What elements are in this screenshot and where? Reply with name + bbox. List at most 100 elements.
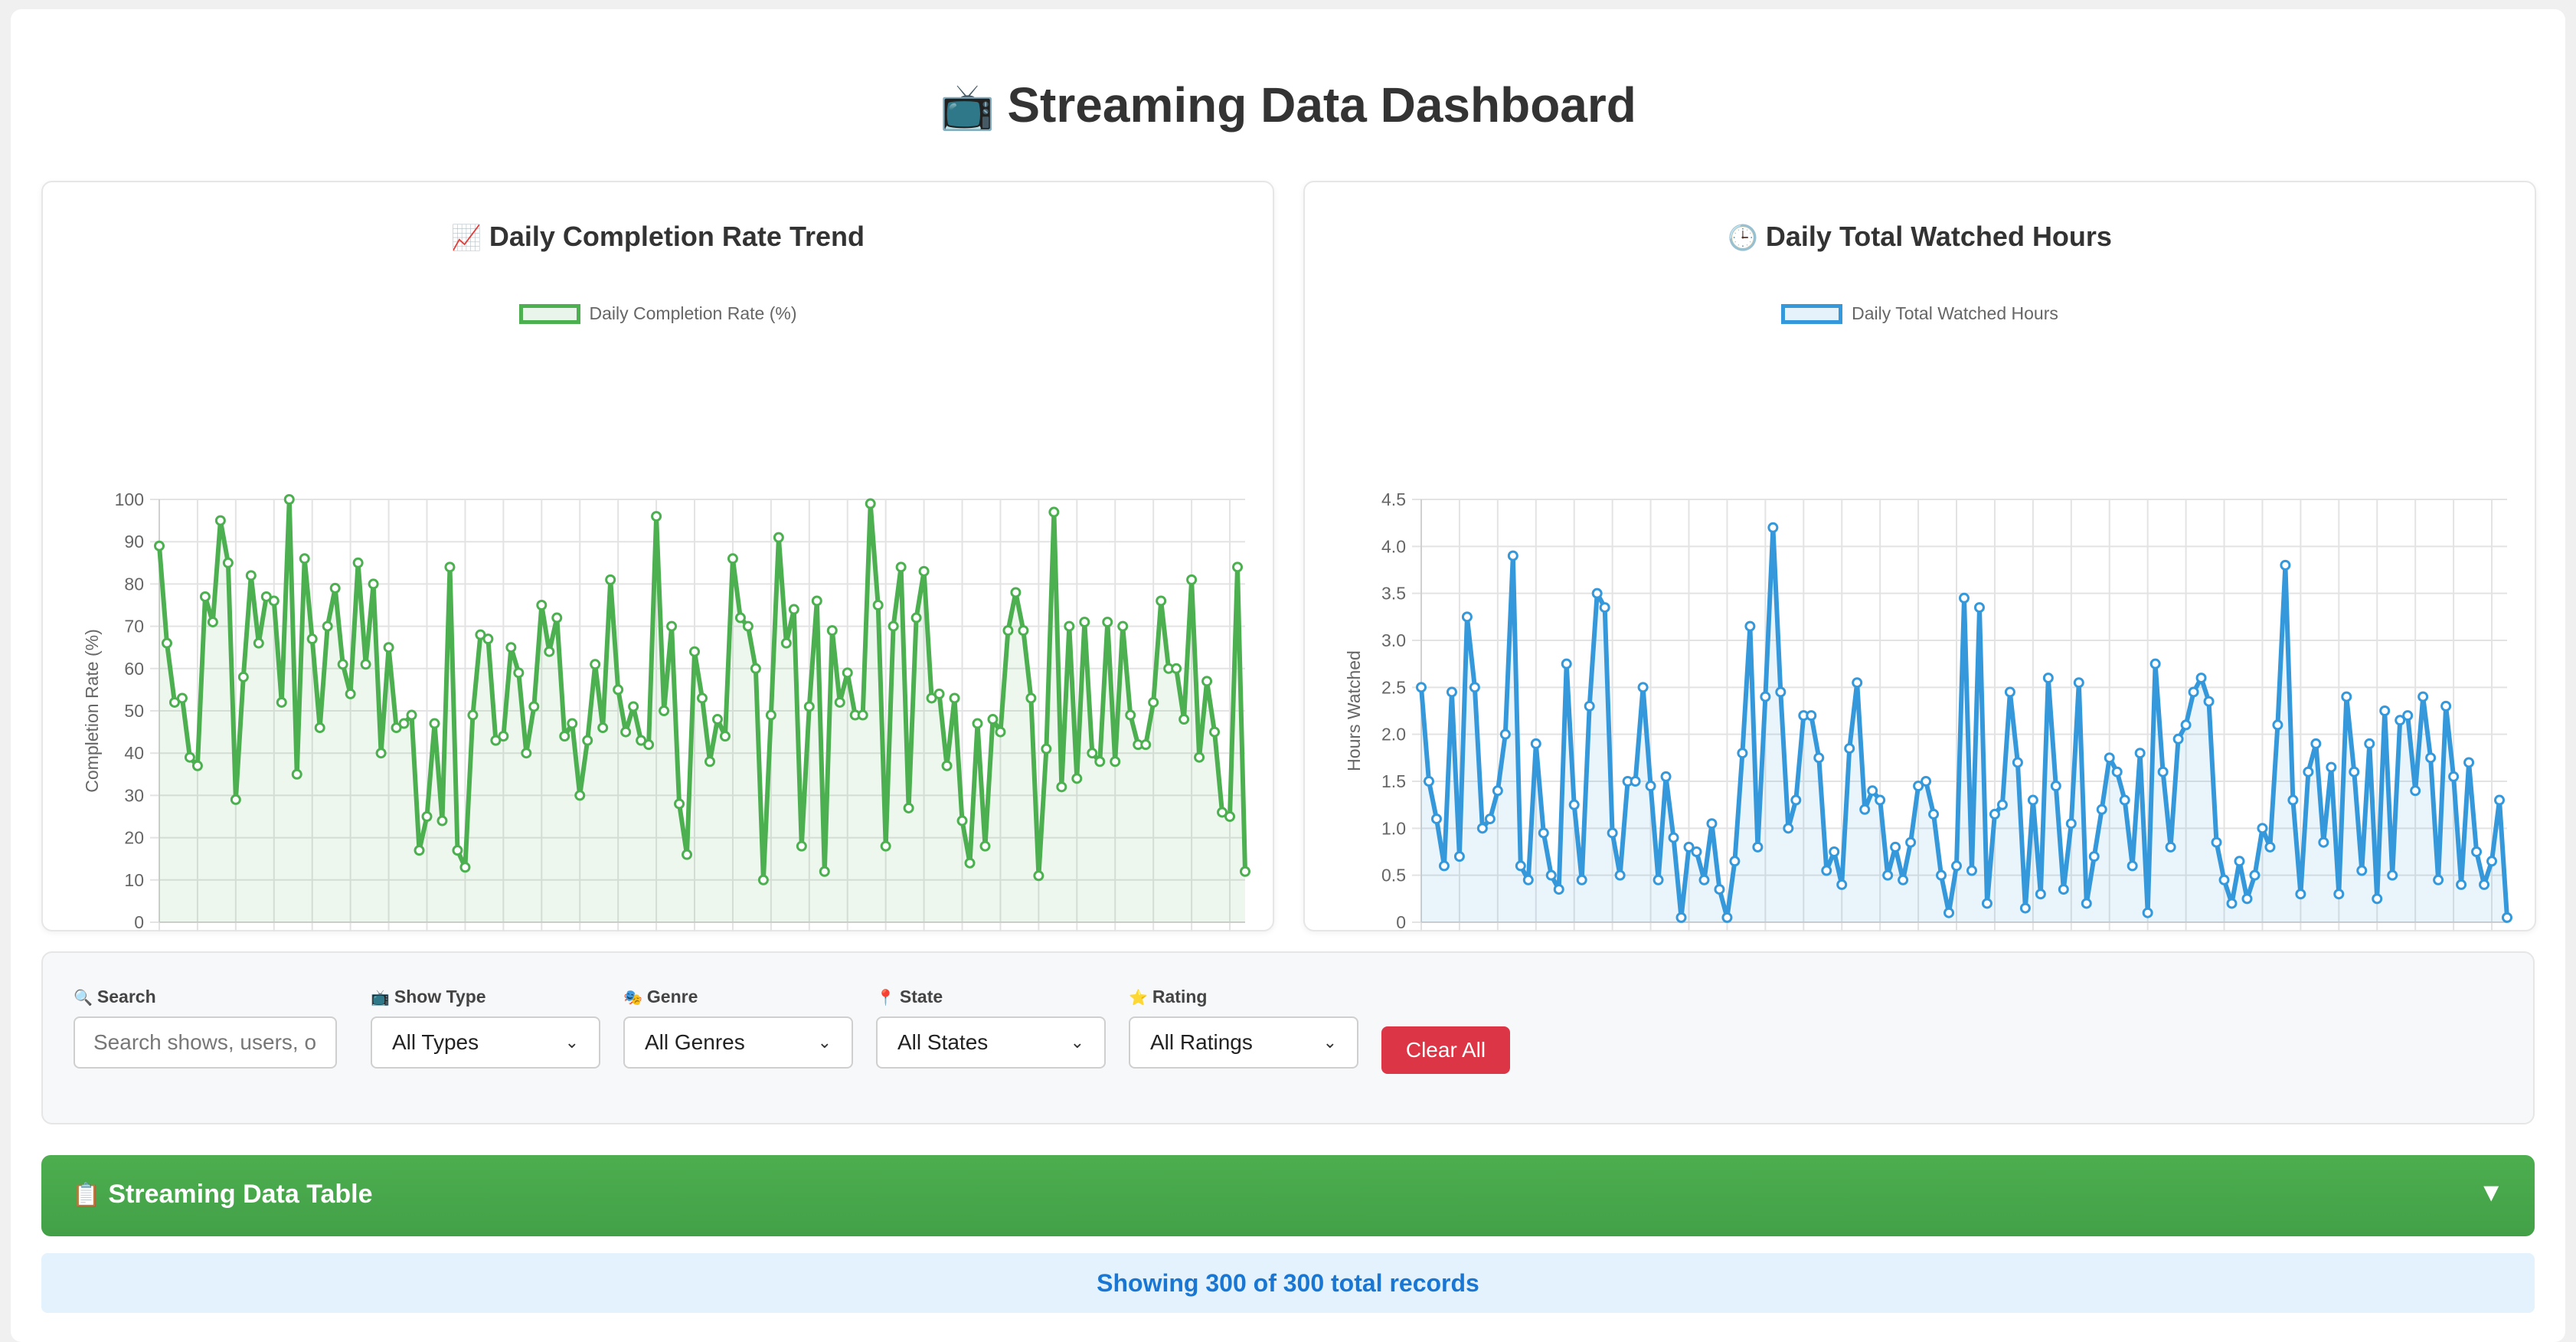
data-point [1973, 602, 1985, 614]
data-point [704, 756, 715, 768]
data-point [941, 760, 953, 771]
theater-masks-icon: 🎭 [623, 990, 642, 1006]
rating-label: ⭐ Rating [1129, 987, 1358, 1007]
data-point [222, 557, 234, 568]
data-point [872, 600, 884, 610]
y-tick-label: 3.0 [1381, 630, 1406, 650]
data-point [2218, 874, 2230, 885]
show-type-label-text: Show Type [394, 987, 486, 1006]
completion-legend-label: Daily Completion Rate (%) [589, 303, 797, 323]
data-point [2463, 757, 2475, 768]
data-point [1430, 813, 1442, 825]
data-point [191, 760, 203, 771]
data-point [1752, 841, 1764, 853]
page-title: 📺 Streaming Data Dashboard [11, 77, 2565, 133]
data-point [1201, 676, 1213, 687]
y-axis-title: Hours Watched [1344, 650, 1364, 771]
y-tick-label: 100 [115, 489, 144, 509]
state-label: 📍 State [876, 987, 1106, 1007]
show-type-filter: 📺 Show Type All Types ⌄ [371, 987, 600, 1069]
state-select[interactable]: All States ⌄ [876, 1016, 1106, 1069]
state-filter: 📍 State All States ⌄ [876, 987, 1106, 1069]
y-tick-label: 0.5 [1381, 866, 1406, 885]
completion-legend[interactable]: Daily Completion Rate (%) [43, 303, 1273, 324]
data-point [237, 671, 249, 682]
chevron-down-icon: ⌄ [817, 1033, 832, 1052]
data-point [2479, 879, 2490, 890]
data-point [1018, 625, 1029, 637]
data-point [375, 748, 387, 759]
data-point [773, 532, 784, 543]
data-point [322, 620, 333, 632]
data-point [995, 726, 1006, 738]
data-point [1209, 726, 1221, 738]
clear-all-button[interactable]: Clear All [1381, 1026, 1510, 1074]
data-point [1584, 700, 1595, 712]
data-point [276, 696, 287, 708]
data-point [536, 600, 548, 610]
data-point [429, 718, 440, 729]
data-point [888, 620, 899, 632]
data-point [2502, 912, 2512, 923]
data-point [1178, 714, 1190, 725]
data-point [1959, 592, 1970, 604]
completion-chart-title-text: Daily Completion Rate Trend [489, 221, 865, 252]
data-point [544, 646, 555, 657]
data-point [1469, 682, 1480, 693]
y-tick-label: 4.0 [1381, 536, 1406, 556]
data-point [2012, 757, 2023, 768]
watched-hours-chart[interactable]: 2024-10-102024-10-162024-10-222024-10-28… [1305, 182, 2538, 933]
data-point [291, 768, 302, 780]
completion-rate-card: 📈 Daily Completion Rate Trend Daily Compl… [41, 181, 1276, 933]
data-point [1140, 739, 1152, 751]
data-point [2303, 766, 2314, 777]
completion-rate-chart[interactable]: 2024-10-102024-10-162024-10-222024-10-28… [43, 182, 1276, 933]
data-point [1729, 856, 1741, 867]
clock-icon: 🕒 [1728, 224, 1758, 251]
data-point [1033, 870, 1044, 882]
data-point [1951, 860, 1963, 872]
data-point [1714, 884, 1725, 895]
y-tick-label: 20 [124, 828, 144, 848]
data-point [2104, 752, 2115, 764]
hours-legend[interactable]: Daily Total Watched Hours [1305, 303, 2535, 324]
y-axis-title: Completion Rate (%) [82, 629, 102, 792]
data-point [1882, 869, 1894, 881]
data-point [2456, 879, 2467, 890]
rating-value: All Ratings [1150, 1030, 1253, 1054]
data-point [2058, 884, 2069, 895]
data-point [2165, 841, 2176, 853]
show-type-select[interactable]: All Types ⌄ [371, 1016, 600, 1069]
data-point [2318, 836, 2329, 848]
data-point [2448, 771, 2460, 782]
data-point [329, 582, 341, 594]
search-input[interactable] [74, 1016, 337, 1069]
rating-select[interactable]: All Ratings ⌄ [1129, 1016, 1358, 1069]
data-point [345, 688, 356, 699]
data-point [2341, 691, 2352, 702]
data-point [2295, 889, 2306, 900]
data-point [567, 718, 578, 729]
data-point [765, 709, 776, 721]
data-point [2387, 869, 2398, 881]
data-point [551, 612, 563, 624]
data-point [918, 565, 930, 577]
records-count: Showing 300 of 300 total records [41, 1253, 2535, 1313]
pin-icon: 📍 [876, 990, 895, 1006]
data-point [1002, 625, 1014, 637]
data-point [2379, 705, 2391, 716]
y-tick-label: 90 [124, 532, 144, 552]
data-point [1416, 682, 1427, 693]
data-table-header[interactable]: 📋 Streaming Data Table ▼ [41, 1155, 2535, 1236]
data-point [2134, 748, 2146, 759]
search-icon: 🔍 [74, 990, 93, 1006]
data-point [1094, 756, 1106, 768]
data-point [2395, 715, 2406, 726]
data-point [1844, 743, 1855, 754]
data-point [2027, 794, 2038, 806]
y-tick-label: 80 [124, 574, 144, 594]
data-point [383, 642, 394, 653]
genre-select[interactable]: All Genres ⌄ [623, 1016, 853, 1069]
collapse-toggle-icon[interactable]: ▼ [2478, 1178, 2504, 1207]
data-point [1553, 884, 1564, 895]
